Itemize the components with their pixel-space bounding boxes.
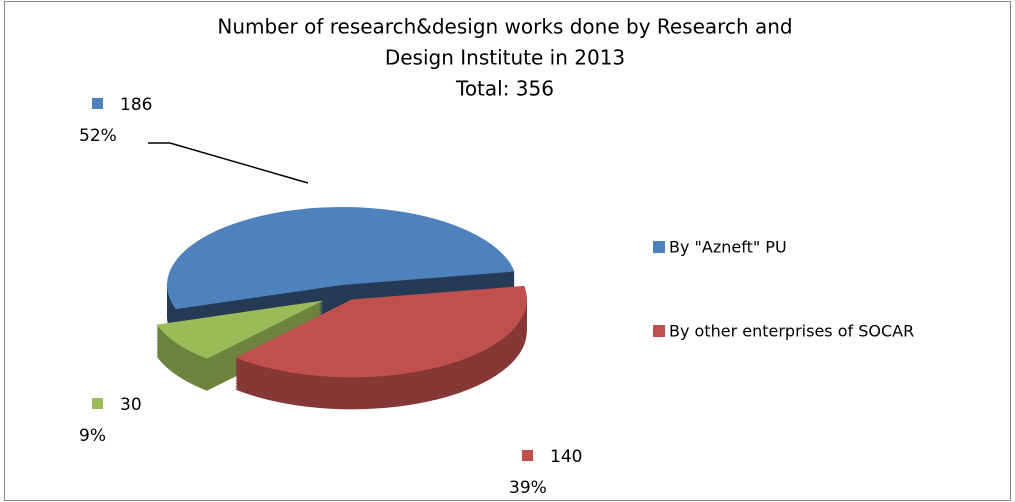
percent-label: 9% [79,426,106,446]
chart-title: Number of research&design works done by … [217,15,792,39]
leader-line [148,142,309,184]
pie-slice [235,285,527,378]
chart-border [4,1,1011,501]
legend-key [653,241,665,253]
percent-label: 52% [79,126,117,146]
label-key [92,398,103,409]
data-label: 140 [550,447,582,467]
chart-subtitle: Total: 356 [455,77,554,101]
percent-label: 39% [509,478,547,498]
chart-title: Design Institute in 2013 [385,46,625,70]
label-key [92,98,103,109]
pie-slice [156,300,324,359]
label-key [522,450,533,461]
data-label: 30 [120,395,142,415]
legend-label: By "Azneft" PU [669,238,787,257]
legend-label: By other enterprises of SOCAR [669,322,914,341]
pie-slice [167,207,515,310]
data-label: 186 [120,95,152,115]
legend-key [653,325,665,337]
